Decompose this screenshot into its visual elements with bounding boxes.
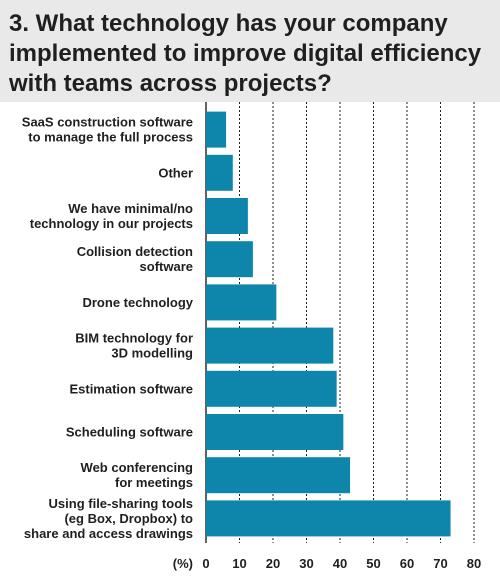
bar-2 [206, 198, 248, 234]
category-label-8: Web conferencing for meetings [81, 460, 194, 490]
category-label-1: Other [158, 165, 193, 180]
bar-5 [206, 327, 334, 364]
category-label-4: Drone technology [82, 295, 193, 310]
x-tick-label-10: 10 [232, 556, 246, 571]
category-label-3: Collision detection software [77, 244, 193, 274]
category-labels: SaaS construction software to manage the … [22, 115, 194, 541]
bar-3 [206, 241, 253, 278]
category-label-5: BIM technology for 3D modelling [75, 331, 193, 361]
category-label-2: We have minimal/no technology in our proj… [30, 201, 193, 231]
bar-4 [206, 284, 277, 321]
bar-1 [206, 154, 233, 191]
category-label-9: Using file-sharing tools (eg Box, Dropbox… [24, 496, 193, 541]
x-axis-label: (%) [173, 556, 193, 571]
chart-title: 3. What technology has your company impl… [9, 10, 482, 97]
bar-8 [206, 457, 351, 494]
bars [206, 111, 451, 537]
x-tick-label-80: 80 [467, 556, 481, 571]
x-tick-label-70: 70 [433, 556, 447, 571]
x-tick-label-60: 60 [400, 556, 414, 571]
category-label-0: SaaS construction software to manage the … [22, 115, 193, 145]
category-label-7: Scheduling software [66, 425, 193, 440]
grid-lines [205, 102, 475, 543]
x-axis-ticks: (%) 0 10 20 30 40 50 60 70 80 [173, 556, 481, 571]
category-label-6: Estimation software [69, 381, 193, 396]
x-tick-label-50: 50 [366, 556, 380, 571]
x-tick-label-20: 20 [266, 556, 280, 571]
bar-7 [206, 414, 344, 450]
bar-6 [206, 370, 337, 407]
bar-9 [206, 500, 451, 537]
chart-panel: SaaS construction software to manage the … [0, 102, 500, 583]
bar-0 [206, 111, 227, 148]
bar-chart: SaaS construction software to manage the … [22, 102, 481, 571]
x-tick-label-30: 30 [299, 556, 313, 571]
x-tick-label-0: 0 [202, 556, 209, 571]
x-tick-label-40: 40 [333, 556, 347, 571]
